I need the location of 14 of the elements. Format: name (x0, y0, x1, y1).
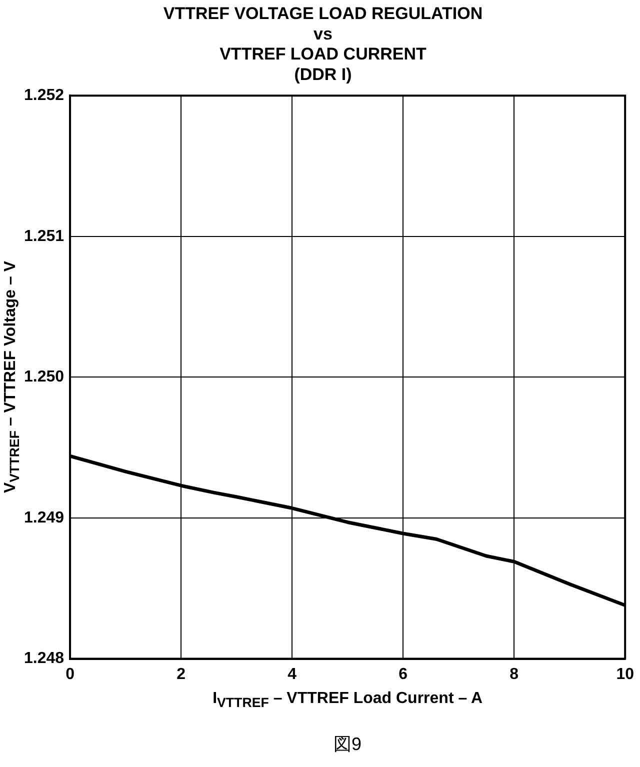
x-tick-label: 2 (176, 666, 186, 683)
y-tick-label: 1.252 (24, 87, 64, 104)
x-tick-label: 6 (398, 666, 408, 683)
x-axis-title: I$_{VTTREF}$ – VTTREF Load Current – A (212, 690, 484, 710)
y-tick-label: 1.248 (24, 650, 64, 668)
y-tick-label: 1.250 (24, 368, 64, 386)
x-tick-label: 8 (510, 666, 519, 683)
y-tick-label: 1.249 (24, 509, 64, 526)
chart-title: VTTREF VOLTAGE LOAD REGULATION vs VTTREF LOAD CURRENT (DDR I) (163, 4, 483, 84)
x-tick-label: 4 (288, 666, 297, 683)
caption: 図9 (332, 733, 363, 756)
x-tick-label: 0 (66, 666, 75, 683)
y-tick-label: 1.251 (24, 228, 64, 245)
x-tick-label: 10 (616, 666, 634, 683)
